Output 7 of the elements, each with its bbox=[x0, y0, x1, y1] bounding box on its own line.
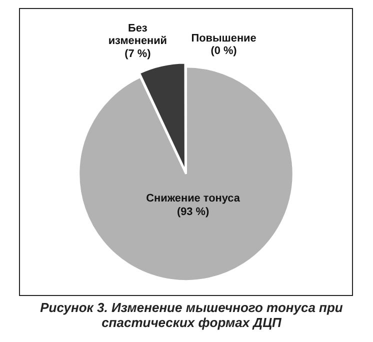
slice-label: Без изменений bbox=[108, 22, 168, 48]
category-label: Повышение bbox=[191, 32, 256, 44]
text: (0 %) bbox=[210, 45, 237, 58]
data-label: (7 %) bbox=[124, 48, 152, 60]
text: Рисунок 3. Изменение мышечного тонуса при спастических формах ДЦП bbox=[39, 300, 344, 330]
slice-label: Снижение тонуса bbox=[146, 192, 241, 204]
data-label: (93 %) bbox=[176, 206, 210, 218]
